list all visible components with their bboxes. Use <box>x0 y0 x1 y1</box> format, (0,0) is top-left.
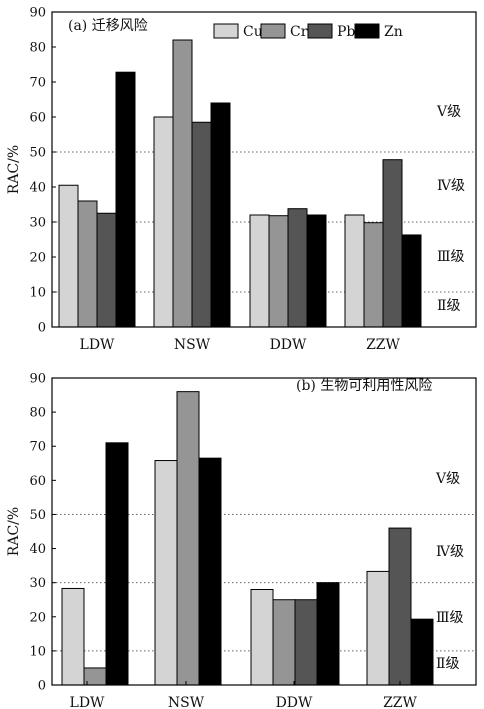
y-tick-label-70: 70 <box>29 440 46 455</box>
y-tick-label-60: 60 <box>29 111 46 126</box>
bar-pb-zzw <box>388 527 412 686</box>
y-tick-label-40: 40 <box>29 542 46 557</box>
risk-level-label-2: Ⅳ级 <box>436 544 464 560</box>
bar-cu-zzw <box>366 570 390 686</box>
risk-level-label-4: Ⅱ级 <box>437 298 461 314</box>
x-tick-label-ldw: LDW <box>70 695 106 709</box>
y-tick-label-30: 30 <box>29 576 46 591</box>
y-tick-label-90: 90 <box>29 372 46 387</box>
bar-zn-zzw <box>410 618 434 686</box>
y-axis-title: RAC/% <box>6 145 22 194</box>
bar-zn-nsw <box>198 457 222 686</box>
legend-swatch-cr <box>260 23 286 39</box>
legend-label-cu: Cu <box>243 24 263 40</box>
x-tick-label-ddw: DDW <box>270 337 307 353</box>
bar-pb-zzw <box>382 159 403 328</box>
bar-zn-ldw <box>105 442 129 686</box>
x-tick-label-zzw: ZZW <box>366 337 400 353</box>
legend-swatch-zn <box>354 23 380 39</box>
y-tick-label-0: 0 <box>38 679 46 694</box>
legend-label-pb: Pb <box>337 24 355 40</box>
bar-cu-zzw <box>344 214 365 328</box>
bar-cr-ldw <box>77 200 98 328</box>
legend-swatch-pb <box>307 23 333 39</box>
panel-title: (a) 迁移风险 <box>68 18 148 34</box>
y-tick-label-10: 10 <box>29 286 46 301</box>
bar-cr-nsw <box>176 391 200 686</box>
bar-pb-ddw <box>294 599 318 686</box>
risk-level-label-2: Ⅳ级 <box>437 178 465 194</box>
bar-zn-zzw <box>401 234 422 328</box>
y-axis-title: RAC/% <box>6 507 22 556</box>
y-tick-label-20: 20 <box>29 251 46 266</box>
bar-cr-ddw <box>268 215 289 328</box>
y-tick-label-0: 0 <box>38 321 46 336</box>
risk-level-label-1: Ⅴ级 <box>436 104 461 120</box>
y-tick-label-90: 90 <box>29 6 46 21</box>
plot-frame <box>51 11 477 328</box>
bar-cr-ddw <box>272 599 296 686</box>
bar-cr-nsw <box>172 39 193 328</box>
risk-level-label-3: Ⅲ级 <box>437 249 465 265</box>
legend-swatch-cu <box>213 23 239 39</box>
risk-level-label-3: Ⅲ级 <box>436 610 464 626</box>
y-tick-label-80: 80 <box>29 406 46 421</box>
bar-pb-nsw <box>191 121 212 328</box>
y-tick-label-50: 50 <box>29 146 46 161</box>
x-tick-label-nsw: NSW <box>174 337 211 353</box>
bar-cu-nsw <box>154 460 178 686</box>
legend: Cu Cr Pb Zn <box>213 23 403 40</box>
legend-label-cr: Cr <box>290 24 308 40</box>
bar-zn-ddw <box>306 214 327 328</box>
x-tick-label-ldw: LDW <box>80 337 116 353</box>
risk-level-label-1: Ⅴ级 <box>435 471 460 487</box>
x-tick-label-zzw: ZZW <box>383 695 417 709</box>
y-tick-label-20: 20 <box>29 610 46 625</box>
plot-frame <box>51 377 477 686</box>
bar-cr-zzw <box>363 222 384 328</box>
chart-panel-b: 0 10 20 30 40 50 60 70 80 90 LDW NSW DDW ZZW RAC/% (b) … <box>6 372 477 709</box>
bar-cu-ddw <box>249 214 270 328</box>
bar-pb-ldw <box>96 212 117 328</box>
bar-pb-ddw <box>287 208 308 328</box>
x-tick-label-nsw: NSW <box>168 695 205 709</box>
bar-cu-ddw <box>250 588 274 686</box>
y-tick-label-70: 70 <box>29 76 46 91</box>
bar-cu-ldw <box>58 184 79 328</box>
legend-label-zn: Zn <box>384 24 403 40</box>
risk-level-label-4: Ⅱ级 <box>436 656 460 672</box>
y-tick-label-10: 10 <box>29 644 46 659</box>
chart-panel-a: 0 10 20 30 40 50 60 70 80 90 LDW NSW DDW ZZW RAC/% (a) … <box>6 6 477 353</box>
bar-zn-ddw <box>316 582 340 686</box>
bar-zn-ldw <box>115 71 136 328</box>
y-tick-label-30: 30 <box>29 216 46 231</box>
panel-title: (b) 生物可利用性风险 <box>296 378 432 394</box>
y-tick-label-40: 40 <box>29 181 46 196</box>
x-tick-label-ddw: DDW <box>276 695 313 709</box>
bar-cu-nsw <box>153 116 174 328</box>
bar-zn-nsw <box>210 102 231 328</box>
y-tick-label-50: 50 <box>29 508 46 523</box>
y-tick-label-60: 60 <box>29 474 46 489</box>
bar-cu-ldw <box>61 587 85 686</box>
y-tick-label-80: 80 <box>29 41 46 56</box>
